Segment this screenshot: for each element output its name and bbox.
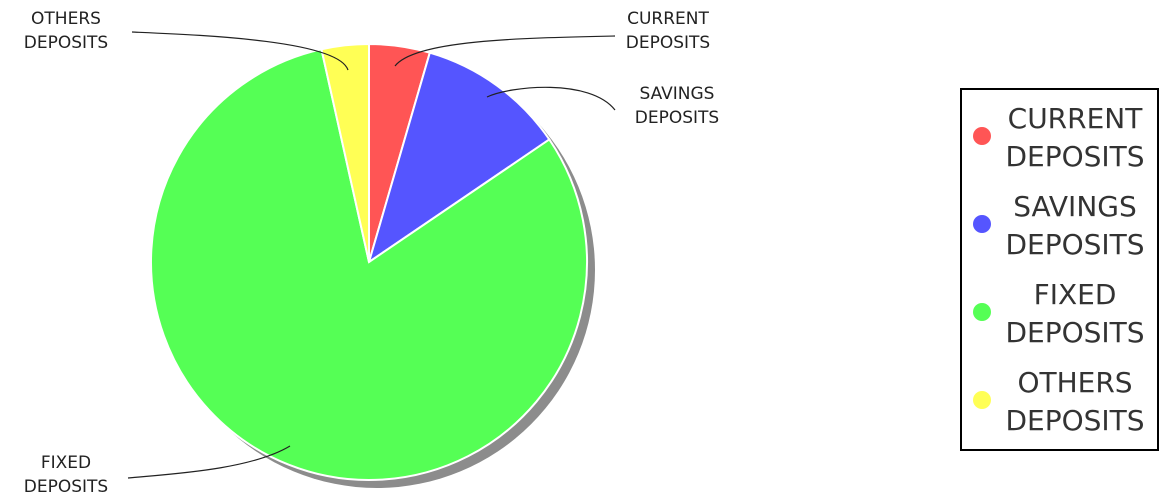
legend-swatch-others <box>973 391 991 409</box>
legend-label-savings: SAVINGS <box>1013 190 1136 223</box>
legend-swatch-current <box>973 127 991 145</box>
callout-label-savings: DEPOSITS <box>635 108 719 128</box>
legend: CURRENT DEPOSITS SAVINGS DEPOSITS FIXED DEPOS… <box>960 88 1159 451</box>
callout-label-current: CURRENT <box>627 9 709 29</box>
legend-label-fixed: DEPOSITS <box>1005 316 1144 349</box>
legend-label-savings: DEPOSITS <box>1005 228 1144 261</box>
legend-label-current: DEPOSITS <box>1005 140 1144 173</box>
callout-label-fixed: DEPOSITS <box>24 477 108 497</box>
callout-line-savings <box>486 86 616 111</box>
callout-label-others: OTHERS <box>31 9 101 29</box>
callout-label-savings: SAVINGS <box>640 84 715 104</box>
legend-swatch-fixed <box>973 303 991 321</box>
legend-swatch-savings <box>973 215 991 233</box>
pie-slice-savings <box>367 51 551 265</box>
legend-label-others: DEPOSITS <box>1005 404 1144 437</box>
callout-label-fixed: FIXED <box>41 453 91 473</box>
callout-line-current <box>394 35 616 67</box>
pie-slice-others <box>320 42 370 263</box>
callout-label-others: DEPOSITS <box>24 33 108 53</box>
pie-slice-fixed <box>150 48 588 481</box>
legend-label-fixed: FIXED <box>1034 278 1117 311</box>
legend-label-others: OTHERS <box>1017 366 1132 399</box>
callout-label-current: DEPOSITS <box>626 33 710 53</box>
legend-label-current: CURRENT <box>1008 102 1144 135</box>
legend-box <box>960 88 1159 451</box>
callout-line-fixed <box>127 445 291 479</box>
callout-line-others <box>131 31 349 71</box>
